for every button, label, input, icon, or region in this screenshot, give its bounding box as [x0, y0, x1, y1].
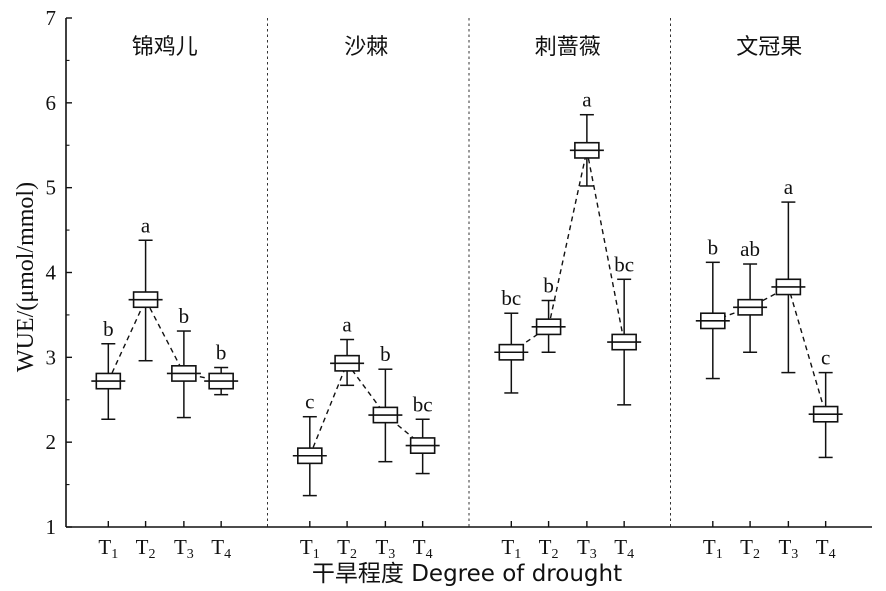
mean-trend-line — [712, 285, 827, 415]
box-3: b — [166, 304, 201, 419]
box-4: b — [204, 341, 239, 396]
x-tick-label: T2 — [539, 535, 559, 562]
box-4: bc — [405, 392, 440, 475]
significance-label: c — [305, 390, 314, 414]
significance-label: bc — [413, 392, 433, 416]
significance-label: bc — [501, 286, 521, 310]
significance-label: b — [216, 341, 227, 365]
significance-label: a — [784, 175, 794, 199]
panel-1: 锦鸡儿 b T1 a T2 b T3 b T4 — [91, 35, 239, 562]
x-tick-label: T3 — [375, 535, 395, 562]
x-tick-label: T2 — [337, 535, 357, 562]
box-1: b — [695, 235, 730, 380]
box-4: bc — [607, 252, 642, 406]
significance-label: ab — [740, 237, 760, 261]
significance-label: b — [543, 273, 554, 297]
panel-title: 文冠果 — [736, 35, 802, 60]
x-tick-label: T2 — [740, 535, 760, 562]
mean-trend-line — [510, 150, 625, 353]
x-tick-label: T2 — [136, 535, 156, 562]
x-tick-label: T1 — [501, 535, 521, 562]
x-axis-title: 干旱程度 Degree of drought — [312, 561, 622, 587]
significance-label: a — [582, 88, 592, 112]
significance-label: b — [103, 317, 114, 341]
box-3: b — [368, 342, 403, 463]
box-1: b — [91, 317, 126, 421]
panel-4: 文冠果 b T1 ab T2 a T3 c T4 — [670, 18, 843, 562]
x-tick-label: T1 — [98, 535, 118, 562]
box-2: ab — [733, 237, 768, 353]
panel-title: 沙棘 — [344, 35, 388, 60]
x-tick-label: T4 — [413, 535, 433, 562]
y-tick-label: 3 — [46, 345, 57, 369]
significance-label: b — [380, 342, 391, 366]
x-tick-label: T3 — [577, 535, 597, 562]
significance-label: b — [708, 235, 719, 259]
y-tick-label: 1 — [46, 515, 57, 539]
y-tick-label: 7 — [46, 6, 57, 30]
x-tick-label: T1 — [703, 535, 723, 562]
x-tick-label: T4 — [614, 535, 634, 562]
box-2: a — [128, 213, 163, 362]
x-tick-label: T3 — [174, 535, 194, 562]
significance-label: a — [342, 313, 352, 337]
panels: 锦鸡儿bT1aT2bT3bT4沙棘cT1aT2bT3bcT4刺蔷薇bcT1bT2… — [91, 18, 843, 562]
panel-3: 刺蔷薇 bc T1 b T2 a T3 bc T4 — [468, 18, 642, 562]
y-tick-label: 5 — [46, 176, 57, 200]
mean-trend-line — [309, 361, 424, 457]
significance-label: c — [821, 346, 830, 370]
box-4: c — [808, 346, 843, 459]
panel-title: 刺蔷薇 — [535, 35, 601, 60]
significance-label: a — [141, 213, 151, 237]
panel-2: 沙棘 c T1 a T2 b T3 bc T4 — [267, 18, 440, 562]
box-2: b — [531, 273, 566, 353]
mean-trend-line — [107, 298, 222, 382]
box-2: a — [330, 313, 365, 387]
panel-title: 锦鸡儿 — [132, 35, 198, 60]
box-3: a — [569, 88, 604, 187]
y-tick-label: 2 — [46, 430, 57, 454]
y-tick-label: 6 — [46, 91, 57, 115]
x-tick-label: T4 — [816, 535, 836, 562]
significance-label: bc — [614, 252, 634, 276]
y-axis-title: WUE/(μmol/mmol) — [13, 182, 39, 372]
significance-label: b — [179, 304, 190, 328]
box-1: c — [292, 390, 327, 497]
box-3: a — [771, 175, 806, 374]
x-tick-label: T4 — [211, 535, 231, 562]
y-tick-label: 4 — [46, 261, 57, 285]
x-tick-label: T3 — [778, 535, 798, 562]
y-axis: 1 2 3 4 5 6 7 — [46, 6, 72, 539]
box-1: bc — [494, 286, 529, 394]
x-tick-label: T1 — [300, 535, 320, 562]
